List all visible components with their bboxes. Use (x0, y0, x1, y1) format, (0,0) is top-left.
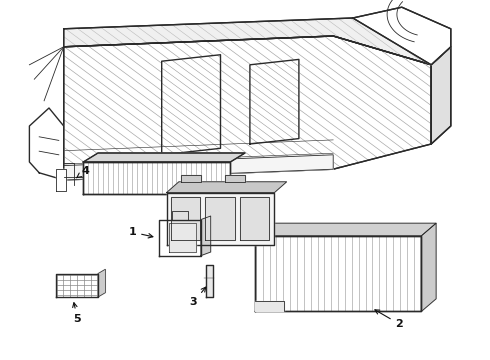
Polygon shape (64, 36, 431, 180)
Polygon shape (421, 223, 436, 311)
Polygon shape (225, 175, 245, 182)
Polygon shape (167, 182, 287, 193)
Polygon shape (201, 216, 211, 256)
Polygon shape (169, 223, 196, 252)
Polygon shape (83, 162, 230, 194)
Polygon shape (83, 153, 245, 162)
Text: 4: 4 (76, 166, 90, 178)
Polygon shape (250, 59, 299, 144)
Polygon shape (353, 7, 451, 65)
Polygon shape (431, 47, 451, 144)
Polygon shape (240, 197, 269, 240)
Polygon shape (181, 175, 201, 182)
Polygon shape (171, 197, 200, 240)
Text: 3: 3 (190, 287, 206, 307)
Polygon shape (56, 169, 66, 191)
Polygon shape (167, 193, 274, 245)
Polygon shape (255, 236, 421, 311)
Polygon shape (162, 55, 220, 155)
Polygon shape (255, 301, 284, 311)
Polygon shape (98, 269, 105, 297)
Polygon shape (205, 197, 235, 240)
Text: 2: 2 (375, 310, 403, 329)
Polygon shape (255, 223, 436, 236)
Polygon shape (64, 155, 333, 180)
Polygon shape (64, 18, 451, 65)
Text: 1: 1 (128, 227, 153, 238)
Polygon shape (29, 108, 64, 180)
Text: 5: 5 (73, 303, 81, 324)
Polygon shape (159, 220, 201, 256)
Polygon shape (206, 265, 213, 297)
Polygon shape (56, 274, 98, 297)
